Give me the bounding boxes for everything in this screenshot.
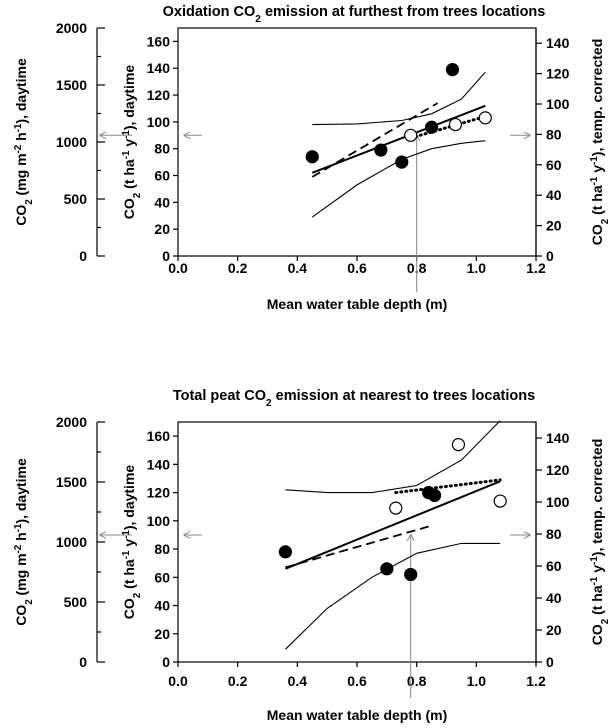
left-axis-title: CO2 (mg m-2 h-1), daytime	[13, 58, 35, 226]
right-axis-tick-label: 40	[546, 590, 562, 606]
chart-panel-1: Oxidation CO2 emission at furthest from …	[13, 4, 611, 312]
right-axis-tick-label: 40	[546, 187, 562, 203]
right-axis-tick-label: 120	[546, 66, 570, 82]
x-tick-label: 0.6	[347, 260, 367, 276]
x-tick-label: 0.2	[228, 260, 248, 276]
right-axis-tick-label: 0	[546, 654, 554, 670]
confidence-band-line	[311, 140, 486, 218]
right-axis-title: CO2 (t ha-1 y-1), temp. corrected	[589, 39, 611, 246]
x-tick-label: 1.0	[467, 260, 487, 276]
plot-frame	[177, 27, 537, 257]
x-tick-label: 0.0	[168, 260, 188, 276]
filled-data-point	[445, 62, 460, 77]
y-tick-label: 60	[154, 168, 170, 184]
y-tick-label: 80	[154, 141, 170, 157]
solid-line	[285, 480, 501, 570]
x-tick-label: 1.2	[526, 260, 546, 276]
x-tick-label: 0.0	[168, 673, 188, 689]
right-axis-tick-label: 100	[546, 494, 570, 510]
x-axis-title: Mean water table depth (m)	[267, 707, 447, 723]
right-axis-tick-label: 60	[546, 157, 562, 173]
chart-title: Oxidation CO2 emission at furthest from …	[163, 4, 546, 25]
filled-data-point	[305, 150, 319, 164]
y-tick-label: 100	[147, 114, 171, 130]
filled-data-point	[380, 562, 394, 576]
right-axis-tick-label: 0	[546, 248, 554, 264]
right-axis-tick-label: 20	[546, 622, 562, 638]
left-axis-tick-label: 2000	[56, 414, 87, 430]
right-axis-tick-label: 60	[546, 558, 562, 574]
right-axis-tick-label: 120	[546, 462, 570, 478]
x-axis-title: Mean water table depth (m)	[267, 296, 447, 312]
left-axis-tick-label: 0	[79, 654, 87, 670]
x-tick-label: 1.0	[467, 673, 487, 689]
y-tick-label: 80	[154, 541, 170, 557]
chart-panel-2: Total peat CO2 emission at nearest to tr…	[13, 388, 611, 723]
y-tick-label: 140	[147, 60, 171, 76]
open-data-point	[451, 437, 466, 452]
dashed-line	[285, 525, 429, 569]
left-axis-tick-label: 2000	[56, 20, 87, 36]
right-axis-tick-label: 100	[546, 96, 570, 112]
y-tick-label: 60	[154, 569, 170, 585]
y-tick-label: 20	[154, 626, 170, 642]
x-tick-label: 0.2	[228, 673, 248, 689]
x-tick-label: 1.2	[526, 673, 546, 689]
dashed-line	[311, 102, 439, 178]
confidence-band-line	[285, 542, 501, 650]
y-tick-label: 40	[154, 598, 170, 614]
x-tick-label: 0.4	[288, 260, 308, 276]
y-axis-title: CO2 (t ha-1 y-1), daytime	[121, 65, 143, 220]
filled-data-point	[427, 488, 442, 503]
x-tick-label: 0.4	[288, 673, 308, 689]
x-tick-label: 0.8	[407, 673, 427, 689]
left-axis-tick-label: 500	[64, 594, 88, 610]
y-tick-label: 40	[154, 194, 170, 210]
left-axis-tick-label: 1500	[56, 77, 87, 93]
y-axis-title: CO2 (t ha-1 y-1), daytime	[121, 465, 143, 620]
open-data-point	[389, 501, 403, 515]
open-data-point	[448, 117, 463, 132]
confidence-band-line	[312, 71, 486, 126]
y-tick-label: 120	[147, 485, 171, 501]
right-axis-tick-label: 20	[546, 218, 562, 234]
left-axis-tick-label: 0	[79, 248, 87, 264]
right-axis-title: CO2 (t ha-1 y-1), temp. corrected	[589, 439, 611, 646]
left-axis-tick-label: 1000	[56, 534, 87, 550]
filled-data-point	[424, 120, 439, 134]
left-axis-tick-label: 1000	[56, 134, 87, 150]
filled-data-point	[374, 143, 388, 157]
chart-title: Total peat CO2 emission at nearest to tr…	[173, 388, 535, 409]
y-tick-label: 0	[162, 654, 170, 670]
open-data-point	[493, 494, 507, 508]
y-tick-label: 0	[162, 248, 170, 264]
y-tick-label: 120	[147, 87, 171, 103]
left-axis-tick-label: 1500	[56, 474, 87, 490]
right-axis-tick-label: 80	[546, 526, 562, 542]
filled-data-point	[395, 155, 409, 169]
y-tick-label: 140	[147, 456, 171, 472]
x-tick-label: 0.6	[347, 673, 367, 689]
y-tick-label: 100	[147, 513, 171, 529]
y-tick-label: 160	[147, 33, 171, 49]
y-tick-label: 20	[154, 221, 170, 237]
right-axis-tick-label: 140	[546, 35, 570, 51]
filled-data-point	[278, 545, 292, 559]
y-tick-label: 160	[147, 428, 171, 444]
filled-data-point	[404, 567, 418, 582]
open-data-point	[404, 128, 418, 142]
open-data-point	[478, 111, 492, 125]
confidence-band-line	[285, 420, 501, 494]
right-axis-tick-label: 80	[546, 126, 562, 142]
dotted-line	[409, 115, 487, 140]
left-axis-tick-label: 500	[64, 191, 88, 207]
left-axis-title: CO2 (mg m-2 h-1), daytime	[13, 458, 35, 626]
right-axis-tick-label: 140	[546, 430, 570, 446]
plot-frame	[177, 421, 537, 663]
solid-line	[311, 104, 486, 174]
